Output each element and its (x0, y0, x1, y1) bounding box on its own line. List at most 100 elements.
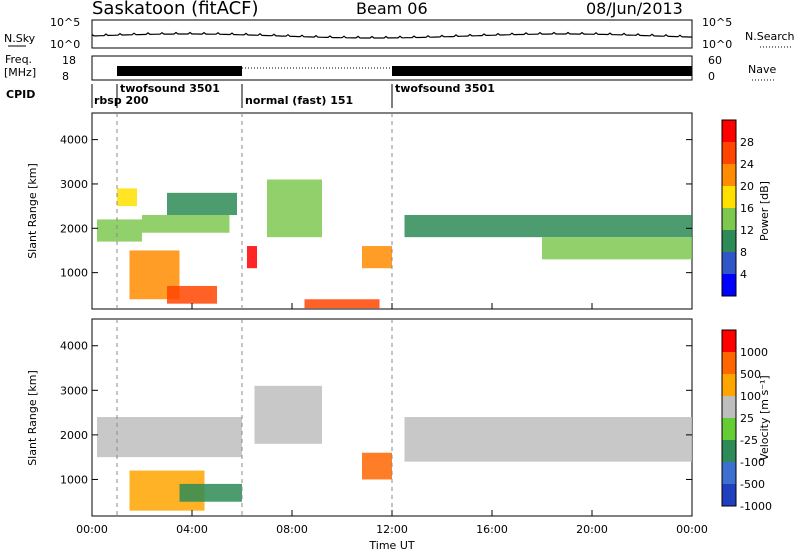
cbar-label-3: 25 (740, 412, 754, 425)
cbar-label-1: 24 (740, 158, 754, 171)
cbar-cell-2 (722, 164, 736, 187)
cbar-label-6: 4 (740, 268, 747, 281)
cpid-label: CPID (6, 88, 35, 101)
xtick-label-0: 00:00 (76, 523, 108, 536)
cbar-cell-1 (722, 352, 736, 375)
xtick-label-5: 20:00 (576, 523, 608, 536)
power-data (97, 179, 692, 309)
freq-bars (117, 66, 692, 76)
power-region-2 (142, 214, 230, 233)
nave-tick-bottom: 0 (708, 70, 715, 83)
ytick-label-3: 4000 (60, 134, 88, 147)
cbar-label-3: 16 (740, 202, 754, 215)
cbar-label-6: -500 (740, 478, 765, 491)
velocity-yticks: 1000 2000 3000 4000 (60, 340, 692, 486)
cbar-label-0: 28 (740, 136, 754, 149)
xtick-label-1: 04:00 (176, 523, 208, 536)
power-region-9 (362, 246, 392, 269)
power-region-8 (304, 299, 380, 309)
power-region-6 (247, 246, 257, 269)
cbar-label-4: 12 (740, 224, 754, 237)
power-region-0 (97, 219, 142, 242)
xtick-label-6: 00:00 (676, 523, 708, 536)
noise-right-label: N.Search (745, 30, 795, 43)
noise-sky-trace (91, 31, 693, 39)
power-yticks: 1000 2000 3000 4000 (60, 134, 692, 280)
beam-title: Beam 06 (356, 0, 428, 18)
nave-label: Nave (748, 63, 776, 76)
freq-tick-top: 18 (62, 54, 76, 67)
ytick-label-1: 2000 (60, 429, 88, 442)
freq-bar-0 (117, 66, 242, 76)
cbar-cell-7 (722, 484, 736, 507)
velocity-region-1 (254, 385, 322, 444)
cbar-label-2: 20 (740, 180, 754, 193)
power-region-1 (117, 188, 137, 207)
cpid-mode-2: normal (fast) 151 (245, 94, 353, 107)
cbar-cell-7 (722, 274, 736, 297)
ytick-label-3: 4000 (60, 340, 88, 353)
cbar-label-2: 100 (740, 390, 761, 403)
noise-left-label: N.Sky (4, 32, 36, 45)
freq-bar-1 (392, 66, 692, 76)
freq-label-1: Freq. (5, 53, 32, 66)
cpid-mode-3: twofsound 3501 (395, 82, 495, 95)
cbar-cell-1 (722, 142, 736, 165)
freq-label-2: [MHz] (4, 66, 36, 79)
velocity-colorbar: 1000 500 100 25 -25 -100 -500 -1000 (721, 329, 772, 513)
cbar-cell-0 (722, 330, 736, 353)
ytick-label-1: 2000 (60, 222, 88, 235)
cbar-cell-5 (722, 440, 736, 463)
mode-change-lines (116, 113, 393, 516)
nave-tick-top: 60 (708, 54, 722, 67)
cbar-cell-4 (722, 418, 736, 441)
cbar-frame (721, 119, 737, 297)
cpid-mode-1: twofsound 3501 (120, 82, 220, 95)
cbar-label-5: 8 (740, 246, 747, 259)
cbar-cell-0 (722, 120, 736, 143)
xtick-label-4: 16:00 (476, 523, 508, 536)
power-colorbar: 28 24 20 16 12 8 4 (721, 119, 754, 297)
ytick-label-2: 3000 (60, 384, 88, 397)
cbar-label-7: -1000 (740, 500, 772, 513)
power-colorbar-label: Power [dB] (758, 181, 771, 241)
cbar-cell-4 (722, 208, 736, 231)
cbar-cell-5 (722, 230, 736, 253)
ytick-label-2: 3000 (60, 178, 88, 191)
power-region-11 (542, 237, 692, 260)
xtick-label-3: 12:00 (376, 523, 408, 536)
velocity-region-3 (362, 452, 392, 480)
noise-right-tick-bottom: 10^0 (702, 38, 732, 51)
velocity-colorbar-label: Velocity [m s⁻¹] (758, 375, 771, 460)
station-title: Saskatoon (fitACF) (92, 0, 259, 19)
power-region-5 (167, 285, 217, 304)
noise-panel-frame (91, 19, 693, 49)
velocity-data (97, 385, 692, 511)
cbar-frame (721, 329, 737, 507)
cbar-cell-6 (722, 462, 736, 485)
x-axis-ticks: 00:00 04:00 08:00 12:00 16:00 20:00 00:00 (76, 303, 708, 536)
cbar-label-5: -100 (740, 456, 765, 469)
power-region-3 (167, 192, 237, 215)
cbar-cell-3 (722, 396, 736, 419)
ytick-label-0: 1000 (60, 473, 88, 486)
power-ylabel: Slant Range [km] (26, 163, 39, 259)
noise-left-tick-top: 10^5 (50, 16, 80, 29)
cbar-cell-2 (722, 374, 736, 397)
power-region-7 (267, 179, 322, 238)
noise-right-tick-top: 10^5 (702, 16, 732, 29)
date-title: 08/Jun/2013 (586, 0, 683, 18)
velocity-ylabel: Slant Range [km] (26, 370, 39, 466)
noise-left-tick-bottom: 10^0 (50, 38, 80, 51)
cbar-label-4: -25 (740, 434, 758, 447)
velocity-region-5 (179, 483, 242, 502)
cbar-label-1: 500 (740, 368, 761, 381)
ytick-label-0: 1000 (60, 267, 88, 280)
power-region-10 (404, 214, 692, 238)
velocity-region-2 (404, 417, 692, 462)
cbar-cell-3 (722, 186, 736, 209)
cbar-cell-6 (722, 252, 736, 275)
freq-tick-bottom: 8 (62, 70, 69, 83)
velocity-region-0 (97, 417, 242, 458)
